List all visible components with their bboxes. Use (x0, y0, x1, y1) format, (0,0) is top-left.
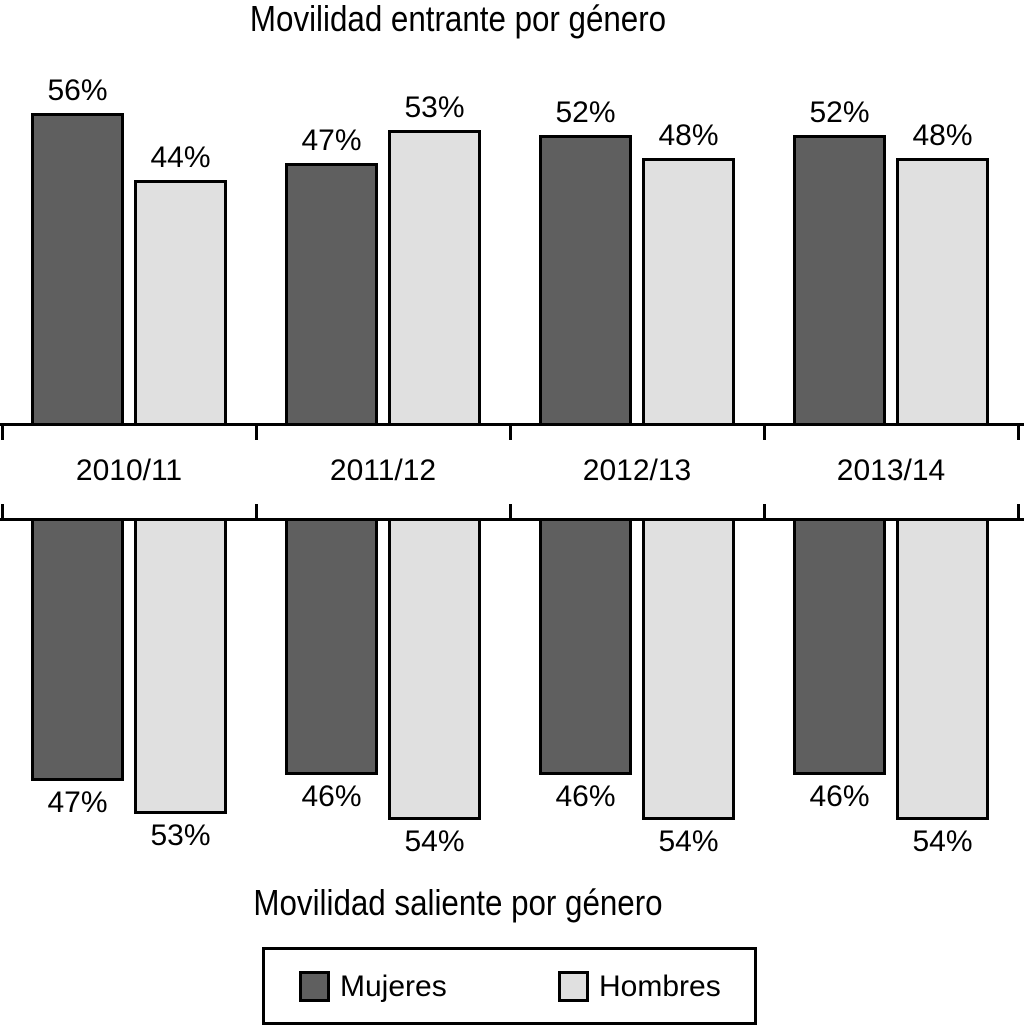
value-label-mujeres-2012-13: 46% (555, 780, 616, 813)
axis-tick (509, 504, 512, 518)
axis-tick (255, 504, 258, 518)
axis-tick (255, 426, 258, 440)
x-tick-label-2011-12: 2011/12 (329, 454, 437, 487)
legend-item-hombres: Hombres (558, 971, 721, 1002)
x-tick-label-2013-14: 2013/14 (836, 454, 946, 487)
value-label-hombres-2012-13: 54% (658, 825, 719, 858)
bar-mujeres-2010-11 (31, 518, 124, 781)
value-label-hombres-2011-12: 54% (404, 825, 465, 858)
axis-tick (1017, 504, 1020, 518)
value-label-hombres-2011-12: 53% (404, 91, 465, 124)
value-label-mujeres-2013-14: 46% (809, 780, 870, 813)
bar-hombres-2013-14 (896, 518, 989, 820)
axis-tick (1, 504, 4, 518)
value-label-hombres-2013-14: 54% (912, 825, 973, 858)
value-label-hombres-2010-11: 53% (150, 819, 211, 852)
x-tick-label-2010-11: 2010/11 (75, 454, 183, 487)
bar-hombres-2010-11 (134, 518, 227, 814)
value-label-mujeres-2010-11: 56% (47, 74, 108, 107)
value-label-mujeres-2011-12: 46% (301, 780, 362, 813)
bottom-axis-line (0, 518, 1024, 521)
axis-tick (509, 426, 512, 440)
bar-mujeres-2011-12 (285, 518, 378, 775)
x-tick-label-2012-13: 2012/13 (582, 454, 692, 487)
axis-tick (1017, 426, 1020, 440)
bar-mujeres-2011-12 (285, 163, 378, 426)
top-chart-title: Movilidad entrante por género (249, 0, 667, 39)
value-label-mujeres-2012-13: 52% (555, 96, 616, 129)
mujeres-swatch-icon (299, 971, 330, 1002)
value-label-mujeres-2011-12: 47% (301, 124, 362, 157)
value-label-hombres-2012-13: 48% (658, 119, 719, 152)
bottom-chart-title: Movilidad saliente por género (253, 882, 663, 923)
legend: Mujeres Hombres (262, 947, 757, 1025)
legend-label-hombres: Hombres (599, 970, 721, 1003)
legend-item-mujeres: Mujeres (299, 971, 447, 1002)
value-label-hombres-2010-11: 44% (150, 141, 211, 174)
bar-hombres-2013-14 (896, 158, 989, 426)
hombres-swatch-icon (558, 971, 589, 1002)
bar-hombres-2012-13 (642, 158, 735, 426)
bar-hombres-2012-13 (642, 518, 735, 820)
axis-tick (763, 504, 766, 518)
top-axis-line (0, 423, 1024, 426)
value-label-mujeres-2010-11: 47% (47, 786, 108, 819)
bar-hombres-2010-11 (134, 180, 227, 426)
value-label-mujeres-2013-14: 52% (809, 96, 870, 129)
bar-mujeres-2012-13 (539, 135, 632, 426)
legend-label-mujeres: Mujeres (340, 970, 447, 1003)
value-label-hombres-2013-14: 48% (912, 119, 973, 152)
axis-tick (1, 426, 4, 440)
bar-mujeres-2013-14 (793, 135, 886, 426)
bar-mujeres-2012-13 (539, 518, 632, 775)
bar-hombres-2011-12 (388, 518, 481, 820)
axis-tick (763, 426, 766, 440)
bar-mujeres-2010-11 (31, 113, 124, 426)
bar-mujeres-2013-14 (793, 518, 886, 775)
